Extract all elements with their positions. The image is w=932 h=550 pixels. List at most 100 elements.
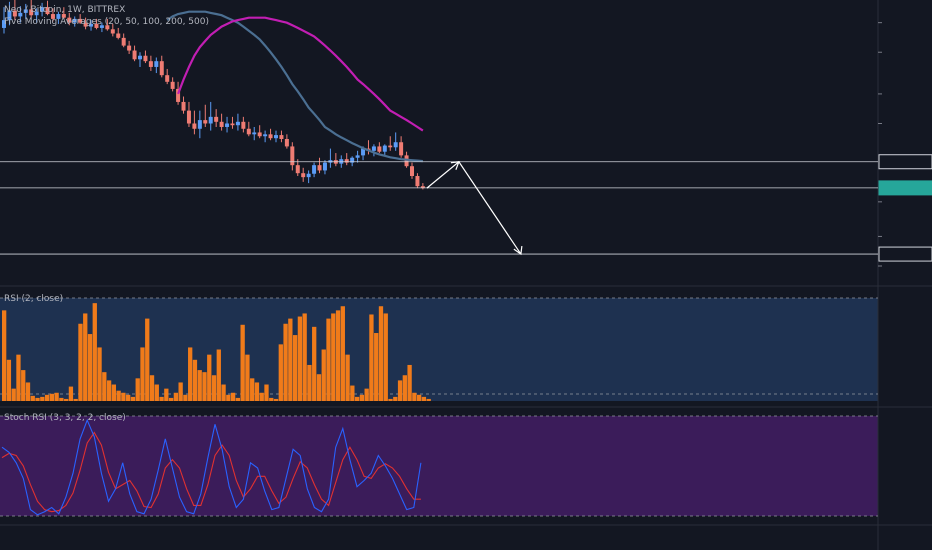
rsi-bar [135, 378, 140, 401]
candle-body [203, 120, 208, 124]
rsi-bar [350, 385, 355, 401]
rsi-bar [16, 354, 21, 401]
rsi-bar [264, 384, 269, 401]
candle-body [241, 121, 246, 129]
candle-body [415, 176, 420, 187]
candle-body [306, 173, 311, 178]
rsi-bar [30, 395, 35, 401]
candle-body [393, 142, 398, 148]
rsi-bar [374, 333, 379, 401]
rsi-bar [288, 318, 293, 401]
stoch-title: Stoch RSI (3, 3, 2, 2, close) [4, 413, 126, 423]
candle-body [170, 81, 175, 89]
candle-body [132, 50, 137, 60]
rsi-bar [173, 392, 179, 401]
candle-body [295, 165, 300, 174]
rsi-bar [35, 397, 40, 401]
rsi-bar [312, 326, 317, 401]
candle-body [186, 110, 191, 124]
rsi-bar [235, 397, 241, 401]
candle-body [344, 159, 349, 163]
rsi-bar [421, 396, 427, 401]
candle-body [121, 37, 126, 46]
candle-body [355, 155, 360, 158]
rsi-bar [221, 384, 226, 401]
candle-body [165, 75, 170, 82]
rsi-bar [197, 370, 202, 401]
rsi-bar [412, 392, 417, 401]
rsi-title: RSI (2, close) [4, 294, 63, 304]
rsi-bar [302, 313, 307, 401]
candle-body [274, 135, 278, 139]
rsi-bar [340, 306, 345, 401]
rsi-bar [364, 388, 369, 401]
rsi-bar [97, 347, 102, 401]
candle-body [214, 116, 219, 122]
candle-body [388, 145, 393, 148]
ma50-line [177, 16, 424, 132]
rsi-bar [11, 388, 16, 401]
rsi-bar [335, 310, 341, 401]
candle-body [159, 61, 164, 76]
rsi-bar [316, 374, 322, 401]
price-axis[interactable] [878, 22, 932, 267]
overlays [0, 160, 878, 256]
candle-body [83, 22, 88, 27]
candle-body [230, 123, 235, 126]
rsi-bar [106, 380, 112, 401]
candle-body [7, 10, 12, 21]
ma20-line [166, 10, 423, 163]
candle-body [399, 142, 404, 156]
rsi-bar [159, 396, 164, 401]
rsi-bar [283, 323, 288, 401]
rsi-bar [168, 397, 174, 401]
rsi-bar [130, 396, 136, 401]
candle-body [45, 7, 50, 15]
candle-body [143, 55, 148, 62]
rsi-bar [68, 386, 74, 401]
candle-body [268, 134, 273, 139]
rsi-bar [6, 359, 12, 401]
rsi-bar [254, 382, 260, 401]
candle-body [56, 14, 61, 19]
rsi-bar [121, 392, 126, 401]
candle-body [127, 45, 132, 51]
candle-body [382, 145, 387, 152]
rsi-bar [140, 347, 145, 401]
rsi-bar [321, 349, 326, 401]
rsi-band [0, 298, 878, 401]
candle-body [301, 173, 306, 178]
rsi-bar [407, 364, 412, 401]
rsi-bar [183, 394, 188, 401]
rsi-bar [149, 375, 155, 401]
candle-body [154, 61, 159, 67]
arrowhead-down [513, 246, 523, 256]
candle-body [2, 20, 6, 28]
candle-body [225, 123, 230, 127]
rsi-bar [25, 382, 31, 401]
candle-body [371, 146, 376, 151]
candle-body [377, 146, 382, 152]
rsi-bar [2, 310, 7, 401]
rsi-bar [44, 394, 50, 401]
price-badge [878, 180, 932, 196]
rsi-bar [207, 354, 212, 401]
candle-body [148, 61, 153, 67]
rsi-bar [397, 380, 403, 401]
candle-body [61, 14, 66, 18]
candle-body [176, 88, 181, 102]
candle-body [99, 25, 104, 28]
rsi-bar [87, 334, 93, 401]
candle-body [263, 134, 268, 137]
candle-body [181, 101, 186, 111]
rsi-bar [402, 375, 407, 401]
candle-body [116, 33, 121, 38]
rsi-bar [83, 313, 88, 401]
rsi-bar [292, 335, 298, 401]
rsi-bar [278, 344, 283, 401]
price-badge [878, 246, 932, 262]
rsi-bar [92, 303, 97, 401]
rsi-bar [345, 354, 350, 401]
